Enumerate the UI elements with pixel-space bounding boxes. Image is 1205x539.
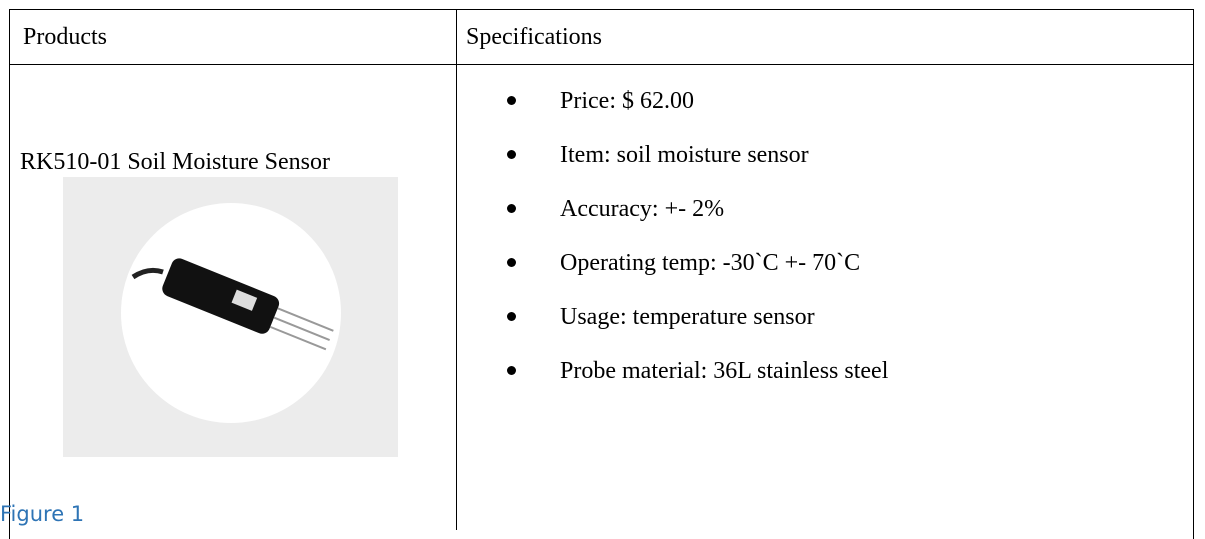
product-name: RK510-01 Soil Moisture Sensor (20, 148, 330, 176)
figure-caption: Figure 1 (0, 502, 84, 526)
column-divider (456, 9, 457, 530)
spec-item: Probe material: 36L stainless steel (500, 356, 888, 410)
spec-item: Accuracy: +- 2% (500, 194, 888, 248)
product-image (63, 177, 398, 457)
spec-item: Price: $ 62.00 (500, 86, 888, 140)
row-divider (9, 64, 1194, 65)
spec-item: Usage: temperature sensor (500, 302, 888, 356)
header-cell: Products (23, 23, 107, 51)
spec-item: Operating temp: -30`C +- 70`C (500, 248, 888, 302)
header-cell: Specifications (466, 23, 602, 51)
spec-item: Item: soil moisture sensor (500, 140, 888, 194)
page: {"table": {"header": ["Products", "Speci… (0, 0, 1205, 530)
